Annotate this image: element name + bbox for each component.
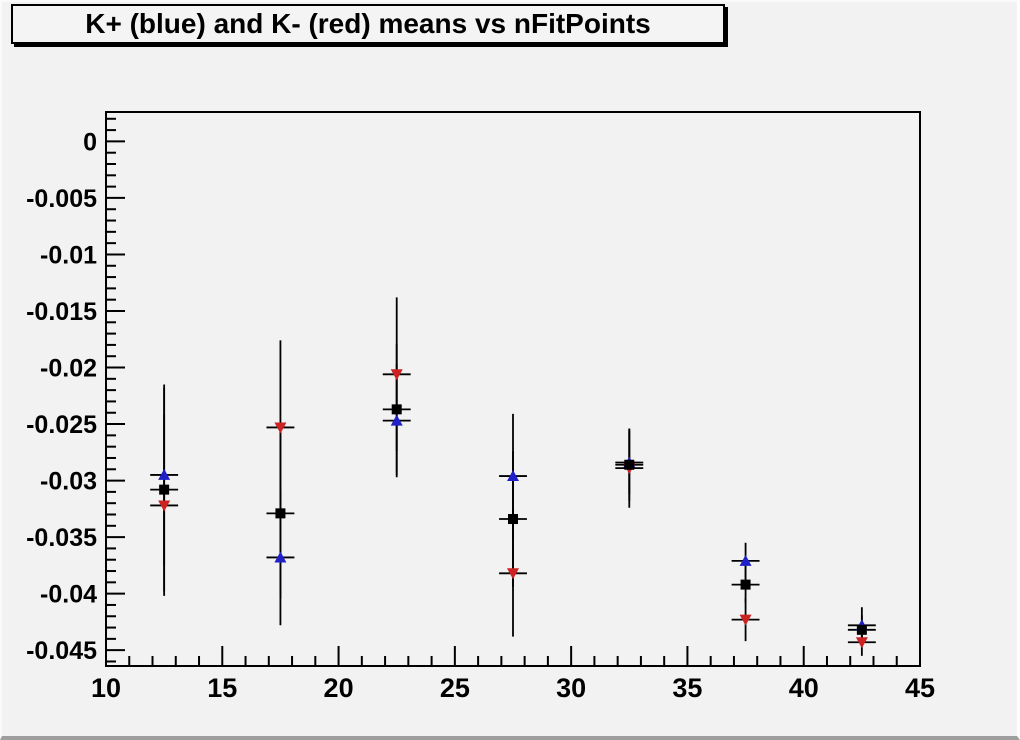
x-tick-label: 20 <box>324 673 354 703</box>
y-tick-label: -0.045 <box>26 637 97 665</box>
kminus-marker <box>274 422 287 434</box>
mean-marker <box>508 514 518 525</box>
kplus-marker <box>274 551 287 563</box>
y-tick-label: 0 <box>83 128 97 156</box>
kplus-marker <box>507 470 519 482</box>
mean-marker <box>391 404 402 415</box>
y-tick-label: -0.02 <box>40 355 97 383</box>
kminus-marker <box>739 614 752 626</box>
kplus-marker <box>739 554 752 566</box>
mean-marker <box>159 484 170 495</box>
title-box: K+ (blue) and K- (red) means vs nFitPoin… <box>11 4 725 44</box>
mean-marker <box>740 579 751 590</box>
y-tick-label: -0.015 <box>26 298 97 326</box>
kminus-marker <box>855 637 868 649</box>
y-tick-label: -0.03 <box>40 468 97 496</box>
x-tick-label: 15 <box>207 673 237 703</box>
y-tick-label: -0.035 <box>26 524 97 552</box>
x-tick-label: 45 <box>905 673 935 703</box>
y-tick-label: -0.01 <box>40 241 97 269</box>
kplus-marker <box>158 468 171 480</box>
y-tick-label: -0.04 <box>40 581 97 609</box>
mean-marker <box>275 508 286 519</box>
plot-title: K+ (blue) and K- (red) means vs nFitPoin… <box>85 8 651 39</box>
x-tick-label: 40 <box>789 673 819 703</box>
x-tick-label: 10 <box>91 673 121 703</box>
mean-marker <box>856 624 867 635</box>
x-tick-label: 35 <box>672 673 702 703</box>
y-tick-label: -0.005 <box>26 185 97 213</box>
kminus-marker <box>390 369 403 381</box>
kplus-marker <box>390 414 403 426</box>
x-tick-label: 30 <box>556 673 586 703</box>
kminus-marker <box>507 568 519 580</box>
x-tick-label: 25 <box>440 673 470 703</box>
mean-marker <box>624 459 635 470</box>
y-tick-label: -0.025 <box>26 411 97 439</box>
plot-frame <box>105 111 921 667</box>
kminus-marker <box>158 500 171 512</box>
